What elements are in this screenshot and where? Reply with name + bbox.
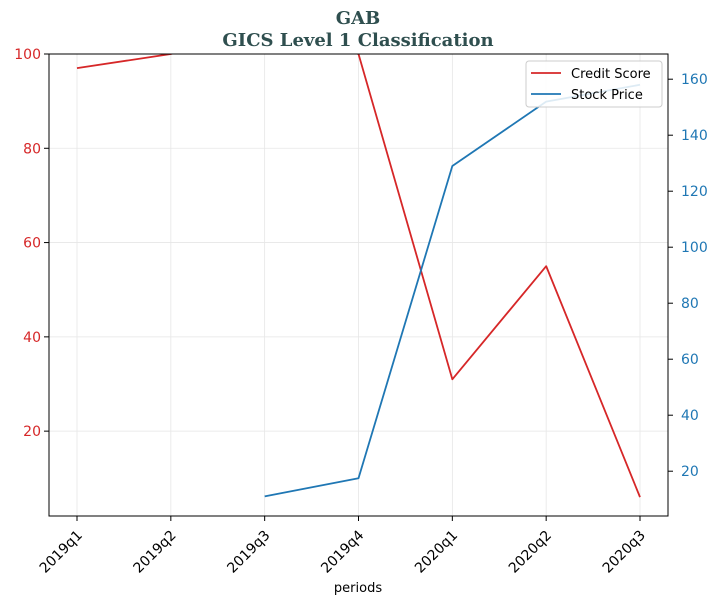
left-y-tick-label: 80 bbox=[23, 141, 41, 157]
legend-label-stock-price: Stock Price bbox=[571, 88, 643, 103]
right-y-tick-label: 100 bbox=[681, 240, 708, 256]
x-axis-label: periods bbox=[334, 581, 382, 596]
right-y-axis: 20 40 60 80 100 120 140 160 bbox=[668, 72, 708, 480]
left-y-axis: 20 40 60 80 100 bbox=[14, 47, 49, 440]
chart-title: GAB bbox=[336, 8, 381, 29]
left-y-tick-label: 100 bbox=[14, 47, 41, 63]
right-y-tick-label: 60 bbox=[681, 352, 699, 368]
legend: Credit Score Stock Price bbox=[525, 60, 663, 108]
left-y-tick-label: 40 bbox=[23, 330, 41, 346]
right-y-tick-label: 40 bbox=[681, 408, 699, 424]
x-tick-label: 2020q2 bbox=[506, 528, 555, 577]
x-tick-label: 2019q1 bbox=[37, 528, 86, 577]
x-tick-label: 2020q1 bbox=[412, 528, 461, 577]
right-y-tick-label: 160 bbox=[681, 72, 708, 88]
x-tick-label: 2020q3 bbox=[600, 528, 649, 577]
x-axis: 2019q1 2019q2 2019q3 2019q4 2020q1 2020q2 2020… bbox=[37, 516, 649, 577]
right-y-tick-label: 20 bbox=[681, 464, 699, 480]
x-tick-label: 2019q4 bbox=[318, 527, 367, 576]
right-y-tick-label: 120 bbox=[681, 184, 708, 200]
right-y-tick-label: 140 bbox=[681, 128, 708, 144]
left-y-tick-label: 20 bbox=[23, 424, 41, 440]
x-tick-label: 2019q3 bbox=[224, 528, 273, 577]
chart-subtitle: GICS Level 1 Classification bbox=[222, 30, 493, 51]
right-y-tick-label: 80 bbox=[681, 296, 699, 312]
grid-lines bbox=[49, 53, 668, 516]
left-y-tick-label: 60 bbox=[23, 236, 41, 252]
x-tick-label: 2019q2 bbox=[131, 528, 180, 577]
legend-label-credit-score: Credit Score bbox=[571, 67, 651, 82]
series-line-credit-score bbox=[76, 54, 641, 498]
